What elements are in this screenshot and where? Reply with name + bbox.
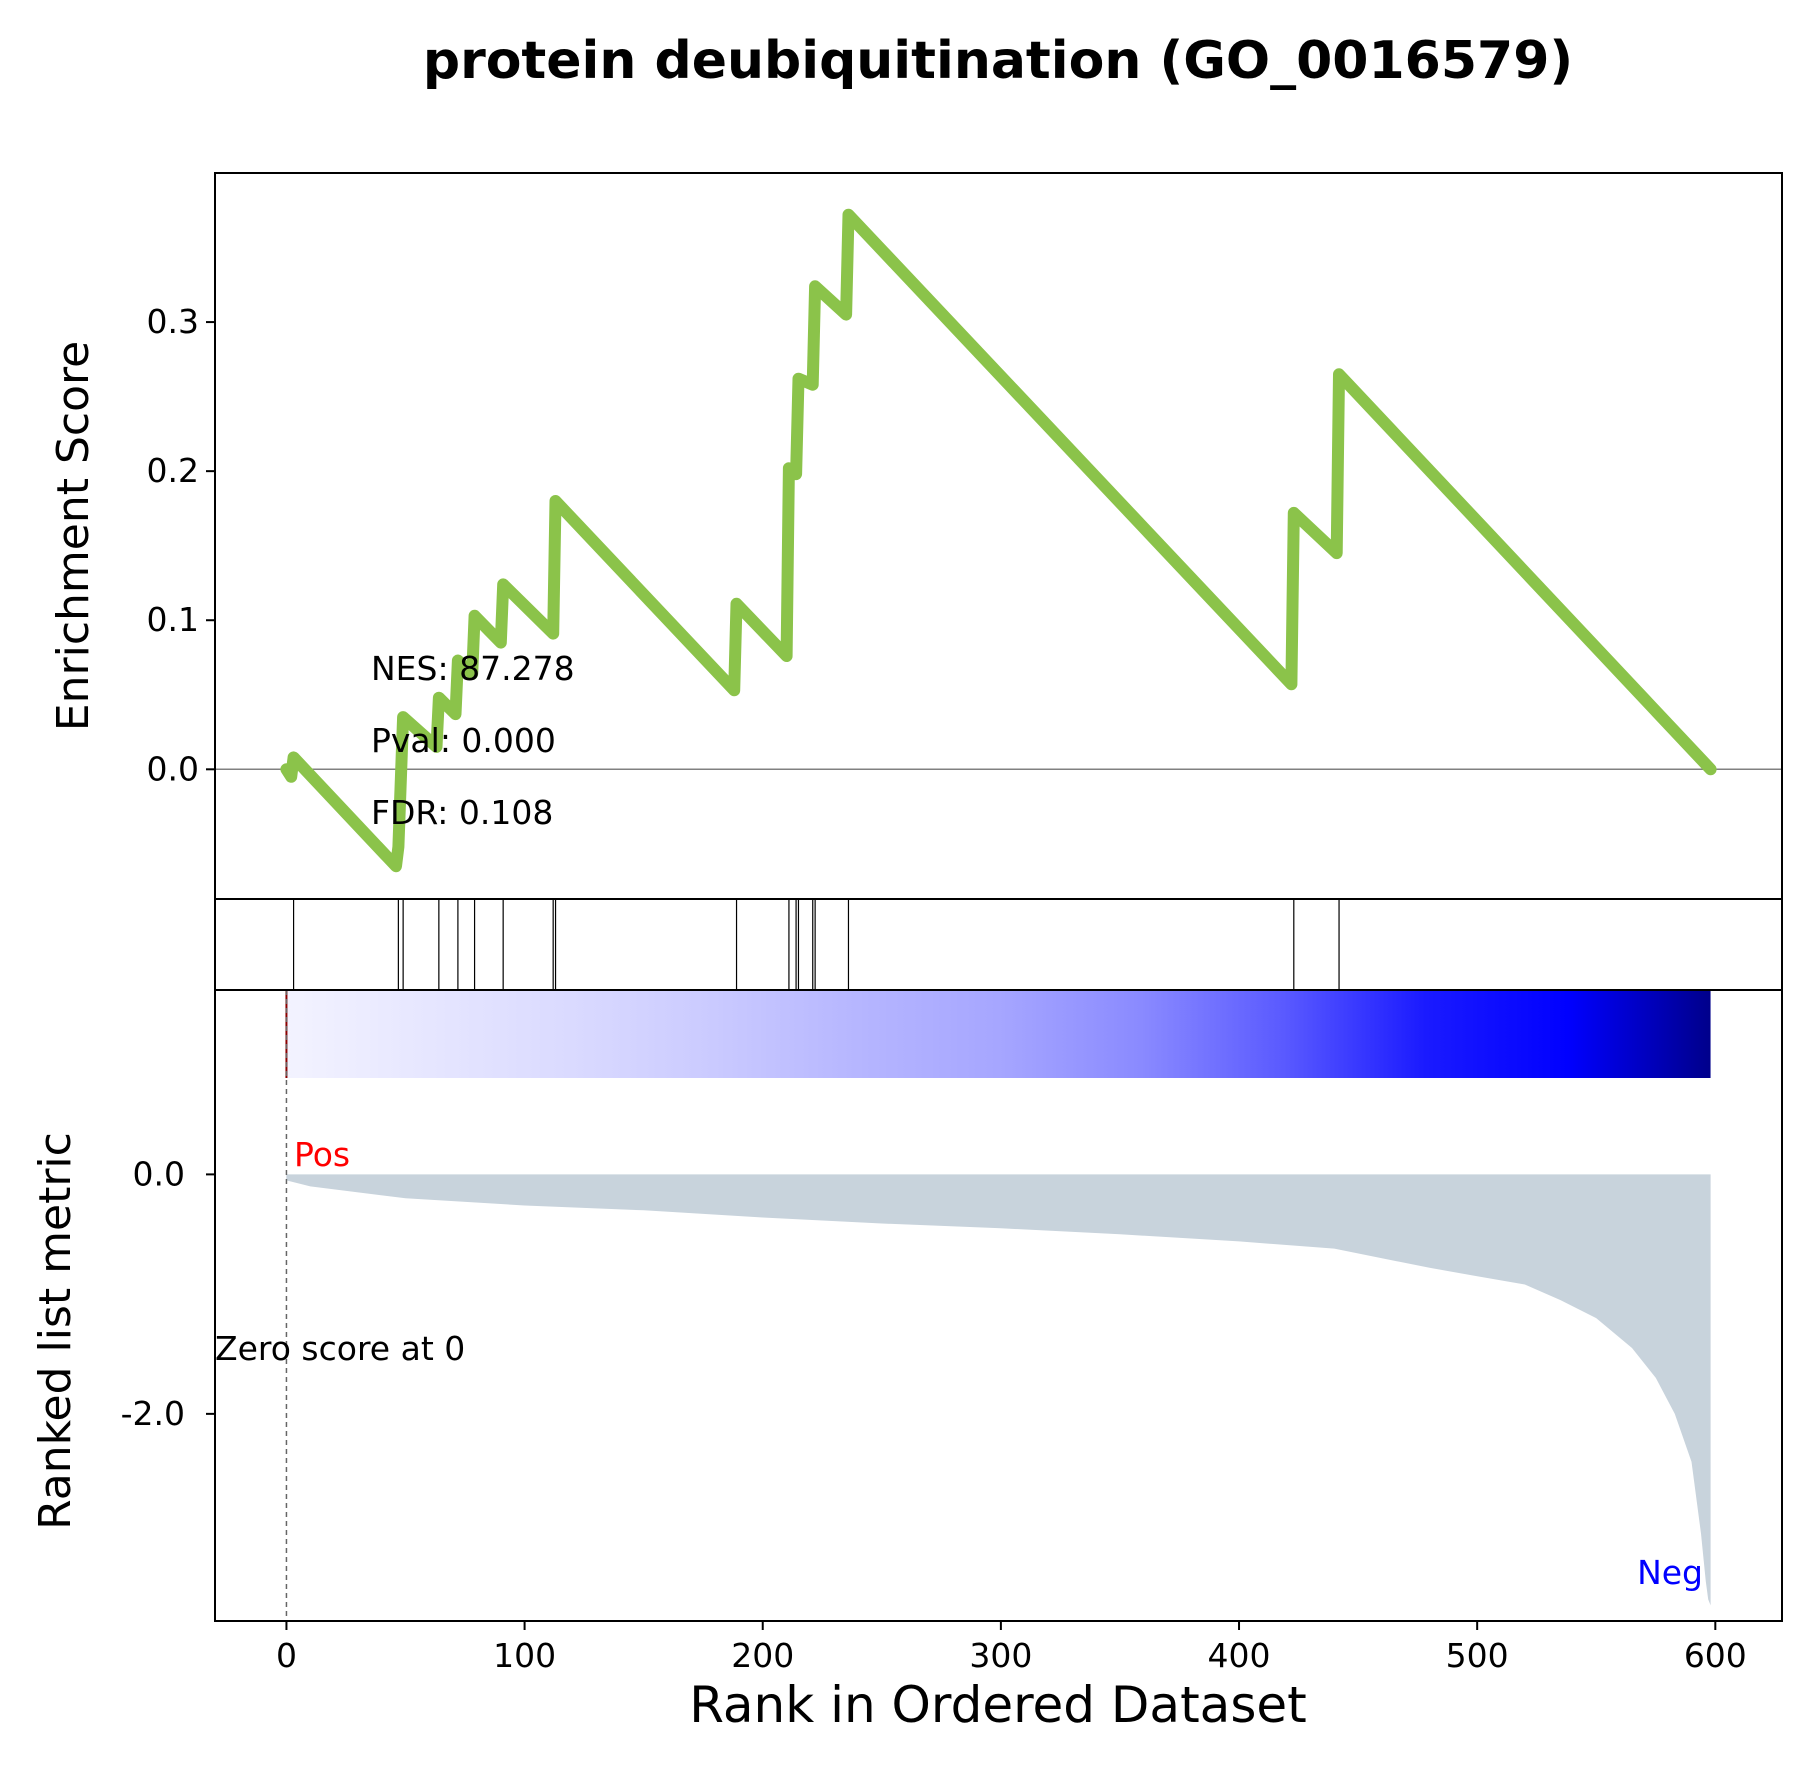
x-axis-ticks: 0 100 200 300 400 500 600 [276, 1621, 1747, 1675]
ranked-metric-area [286, 1174, 1711, 1606]
x-tick-label: 300 [969, 1636, 1032, 1675]
es-y-tick-label: 0.3 [147, 302, 199, 341]
x-tick-label: 600 [1684, 1636, 1747, 1675]
metric-y-axis-label: Ranked list metric [30, 1132, 81, 1530]
pval-annotation: Pval: 0.000 [371, 721, 556, 760]
neg-label: Neg [1637, 1553, 1703, 1592]
es-y-tick-label: 0.1 [147, 600, 199, 639]
hits-panel-frame [214, 898, 1783, 991]
metric-y-tick-label: 0.0 [133, 1154, 185, 1193]
x-tick-label: 500 [1446, 1636, 1509, 1675]
x-tick-label: 100 [493, 1636, 556, 1675]
enrichment-panel: 0.0 0.1 0.2 0.3 NES: 87.278 Pval: 0.000 FDR… [48, 172, 1783, 900]
hits-panel [214, 898, 1783, 991]
rank-heatmap-bar [286, 990, 1711, 1078]
nes-annotation: NES: 87.278 [371, 649, 575, 688]
metric-panel-frame [214, 989, 1783, 1622]
pos-label: Pos [294, 1135, 350, 1174]
zero-score-label: Zero score at 0 [215, 1329, 465, 1368]
es-y-axis-label: Enrichment Score [48, 341, 99, 731]
es-y-ticks: 0.0 0.1 0.2 0.3 [147, 302, 215, 788]
es-y-tick-label: 0.0 [147, 749, 199, 788]
ranked-metric-panel: Pos Neg Zero score at 0 0.0 -2.0 Ranked l… [30, 989, 1783, 1622]
x-tick-label: 400 [1208, 1636, 1271, 1675]
chart-title: protein deubiquitination (GO_0016579) [423, 31, 1573, 91]
x-axis-label: Rank in Ordered Dataset [689, 1676, 1306, 1734]
es-panel-frame [214, 172, 1783, 900]
fdr-annotation: FDR: 0.108 [371, 793, 553, 832]
metric-y-ticks: 0.0 -2.0 [121, 1154, 215, 1433]
es-y-tick-label: 0.2 [147, 451, 199, 490]
enrichment-score-line [280, 208, 1717, 873]
metric-y-tick-label: -2.0 [121, 1394, 185, 1433]
x-tick-label: 200 [731, 1636, 794, 1675]
gene-hit-markers [292, 899, 1340, 990]
x-tick-label: 0 [276, 1636, 297, 1675]
